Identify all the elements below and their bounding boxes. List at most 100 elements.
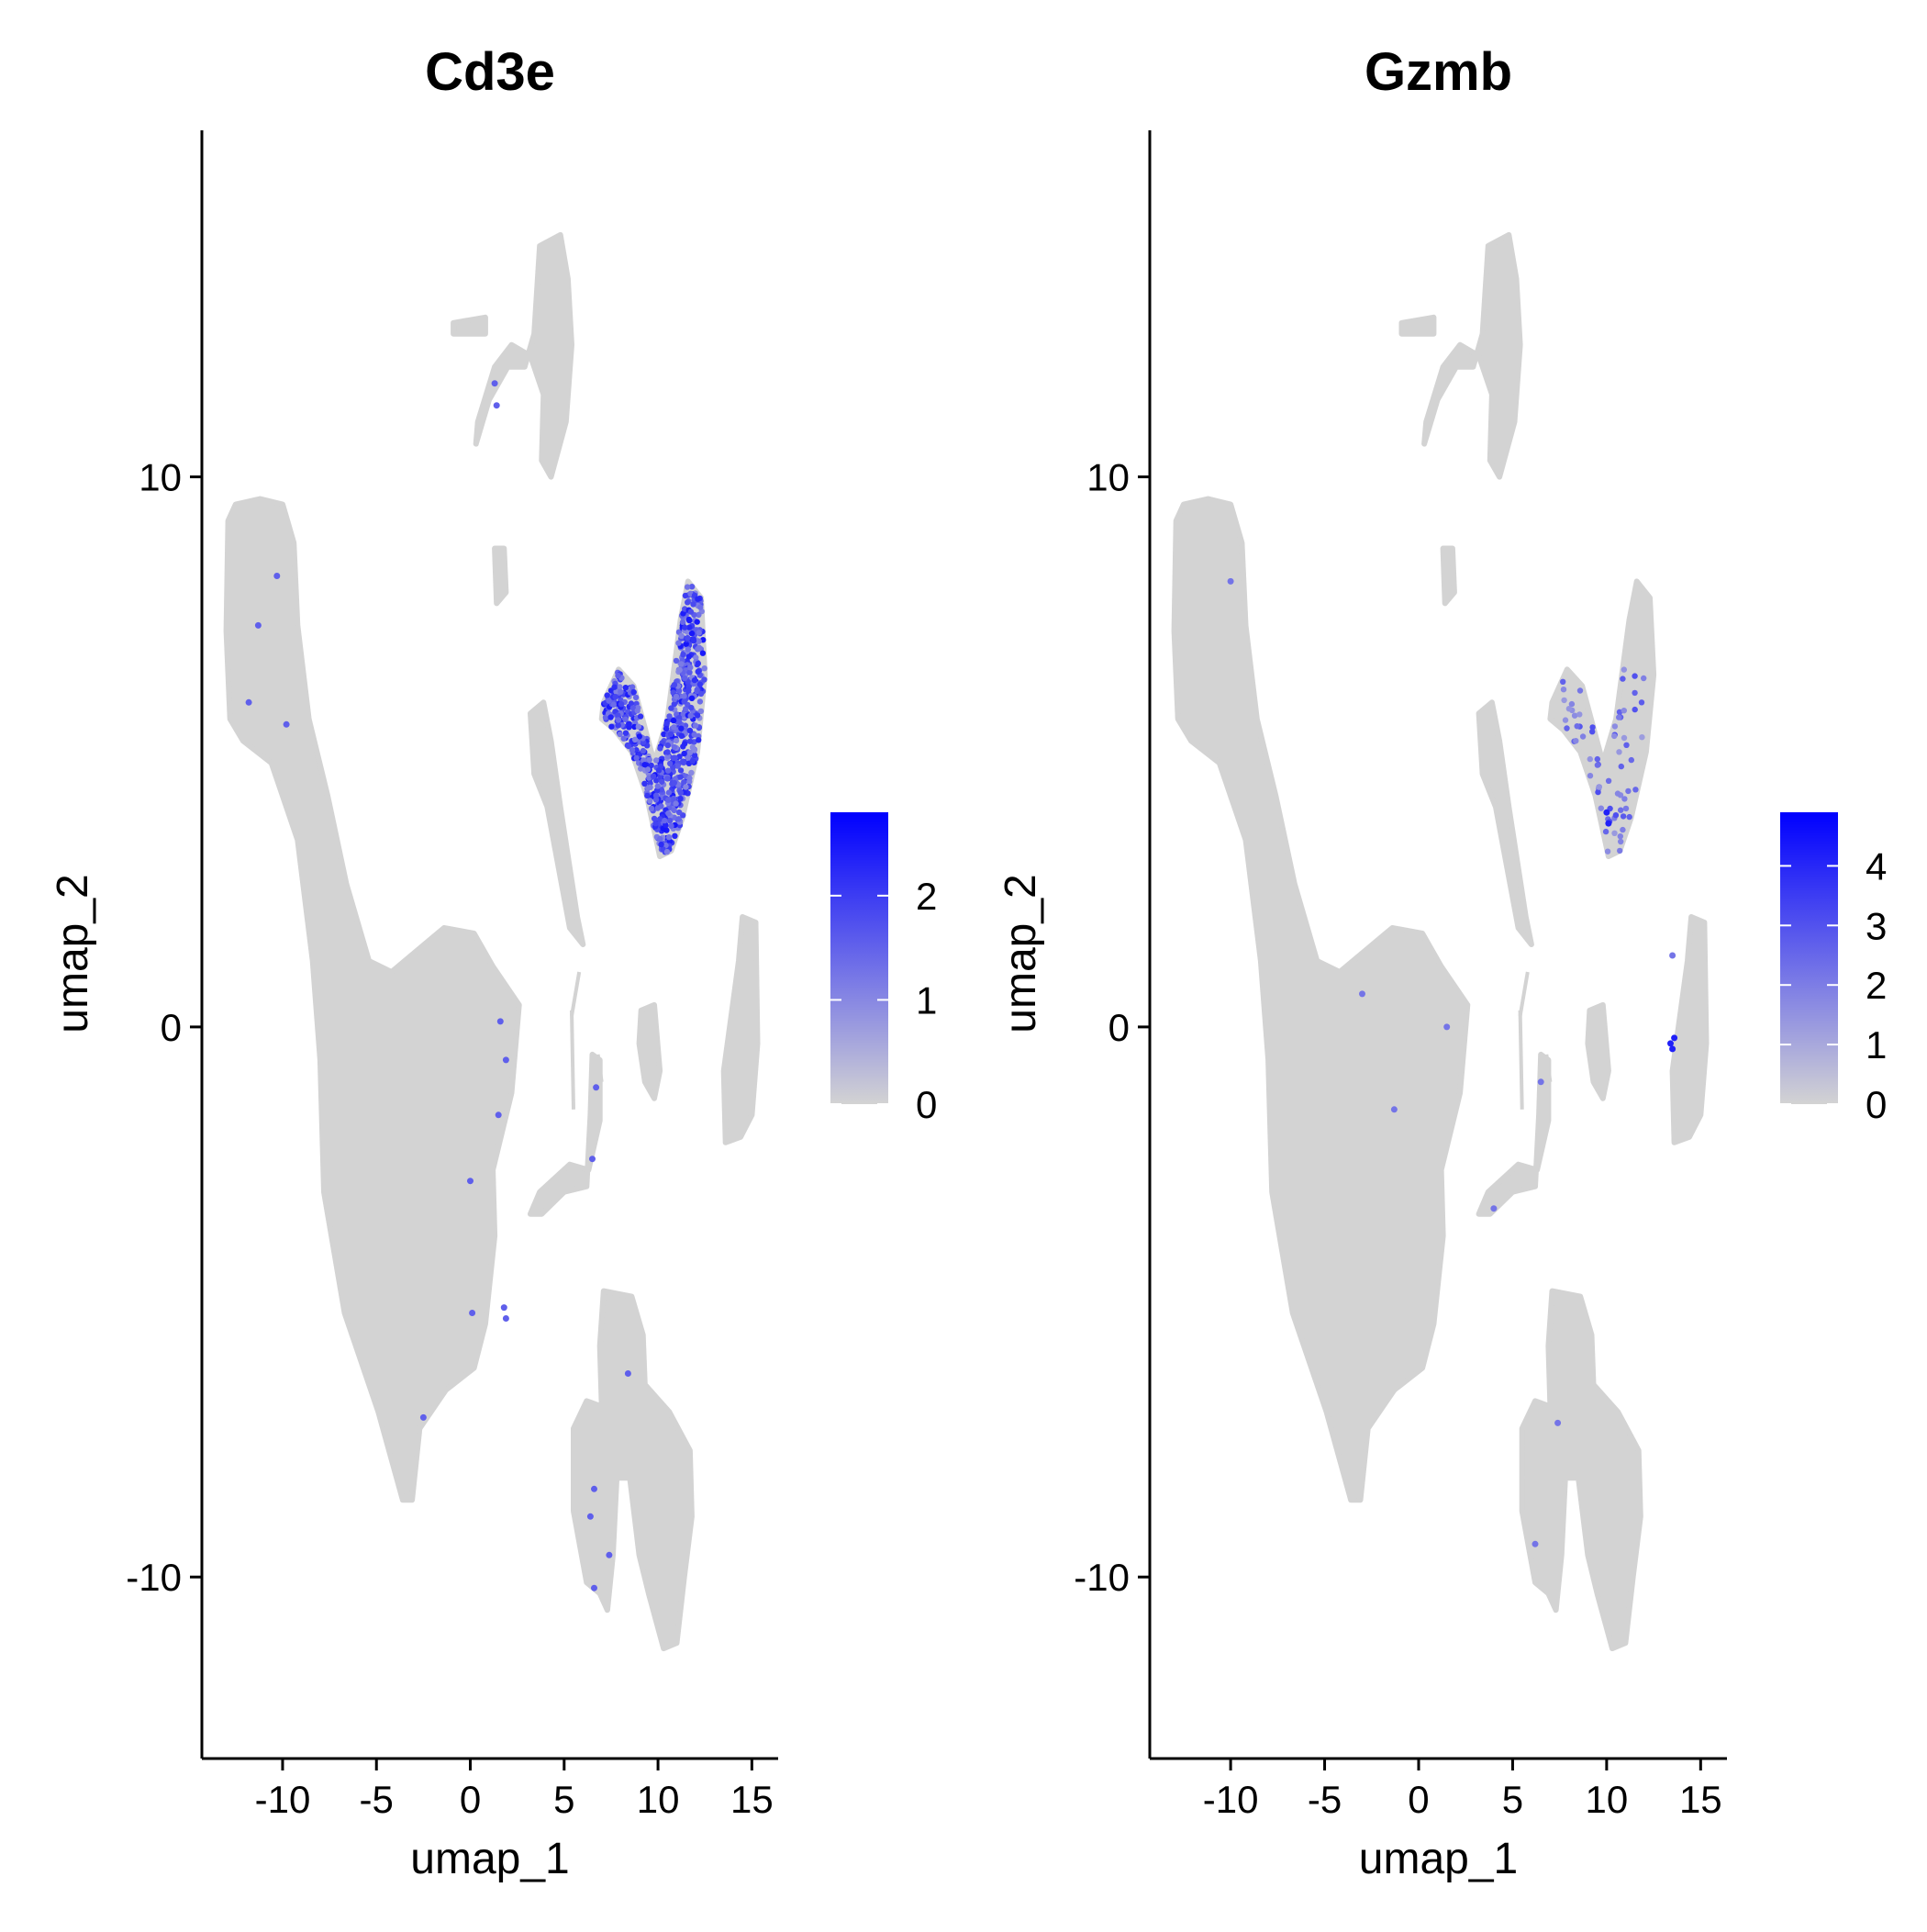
colorbar-tick-label: 1	[1866, 1023, 1887, 1067]
cell-point	[696, 644, 703, 651]
cell-point	[1671, 1034, 1678, 1042]
cell-connector	[1356, 1428, 1370, 1501]
cell-point	[644, 766, 652, 773]
cell-point	[659, 778, 665, 785]
cell-cluster	[1585, 1001, 1611, 1101]
cell-point	[1622, 805, 1630, 812]
cell-point	[663, 720, 670, 727]
cell-point	[658, 841, 664, 848]
cell-point	[1621, 796, 1628, 802]
cell-point	[1618, 807, 1624, 813]
cell-point	[608, 723, 615, 730]
cell-point	[673, 693, 680, 700]
cell-point	[677, 774, 684, 780]
x-tick-label: -10	[1203, 1778, 1259, 1821]
cell-point	[604, 692, 610, 698]
cell-point	[622, 730, 629, 736]
cell-point	[697, 708, 705, 715]
cell-point	[607, 714, 614, 720]
y-tick-label: 10	[1086, 456, 1130, 499]
cell-point	[686, 727, 694, 734]
cell-point	[696, 611, 702, 619]
cell-point	[696, 630, 702, 636]
cell-point	[678, 632, 685, 639]
cell-point	[624, 1370, 631, 1377]
cell-point	[1621, 734, 1628, 742]
cell-cluster	[720, 914, 761, 1145]
cell-point	[615, 712, 621, 719]
cell-point	[680, 610, 686, 617]
cell-point	[591, 1584, 597, 1591]
cell-cluster	[1421, 231, 1523, 480]
cell-point	[1620, 676, 1626, 682]
cell-point	[671, 700, 677, 708]
cell-point	[686, 749, 694, 756]
cell-point	[680, 711, 686, 718]
cell-point	[617, 684, 623, 690]
cell-point	[657, 835, 663, 843]
cell-point	[663, 725, 670, 732]
cell-point	[1390, 1106, 1398, 1113]
cell-point	[668, 822, 674, 830]
cell-point	[671, 743, 678, 751]
cell-point	[686, 669, 693, 676]
cell-point	[696, 737, 702, 743]
cell-point	[681, 779, 687, 786]
cell-point	[667, 731, 674, 738]
cell-cluster	[528, 1051, 603, 1217]
cell-point	[606, 698, 612, 704]
x-ticks: -10 -5 0 5 10 15	[1203, 1759, 1722, 1821]
cell-point	[591, 1485, 597, 1492]
cell-point	[634, 708, 640, 714]
cell-point	[1616, 749, 1622, 755]
cell-point	[1638, 699, 1645, 706]
cell-point	[606, 1551, 613, 1558]
cell-point	[1227, 577, 1234, 585]
cell-point	[496, 1018, 504, 1025]
cell-point	[629, 705, 636, 711]
cell-point	[1576, 711, 1583, 718]
cell-cluster	[473, 231, 574, 480]
cell-cluster	[1398, 314, 1437, 337]
cell-point	[686, 624, 693, 631]
cell-point	[1602, 828, 1610, 835]
cell-point	[629, 684, 636, 690]
cell-connector	[1518, 971, 1530, 1017]
cell-point	[1621, 666, 1628, 673]
cell-point	[586, 1513, 594, 1520]
cell-point	[657, 816, 663, 822]
cell-point	[1618, 838, 1624, 845]
cell-point	[686, 775, 693, 782]
colorbar-gradient	[1780, 812, 1838, 1104]
cell-point	[677, 795, 684, 802]
cell-point	[638, 765, 644, 772]
cell-point	[622, 685, 629, 691]
cell-point	[283, 720, 290, 728]
cell-point	[685, 634, 691, 642]
cell-point	[676, 666, 683, 674]
cell-point	[647, 780, 653, 787]
cell-point	[681, 693, 687, 699]
cell-point	[664, 767, 672, 774]
cell-point	[631, 736, 639, 743]
cell-point	[1443, 1023, 1451, 1031]
cell-point	[690, 638, 697, 644]
cell-cluster	[1547, 578, 1657, 860]
cell-point	[691, 731, 697, 738]
cell-point	[644, 792, 651, 799]
cell-point	[1595, 788, 1601, 796]
cell-point	[691, 752, 698, 758]
cell-point	[1632, 689, 1638, 697]
cell-point	[502, 1315, 509, 1322]
cell-point	[1611, 723, 1619, 730]
cell-point	[690, 601, 696, 608]
cell-point	[1611, 732, 1618, 740]
cell-point	[671, 682, 678, 688]
cell-point	[691, 676, 698, 684]
cell-point	[1576, 687, 1584, 694]
cell-point	[685, 599, 691, 606]
cell-point	[652, 821, 659, 827]
cell-point	[675, 687, 683, 694]
cell-point	[589, 1156, 596, 1163]
cell-point	[635, 723, 641, 730]
